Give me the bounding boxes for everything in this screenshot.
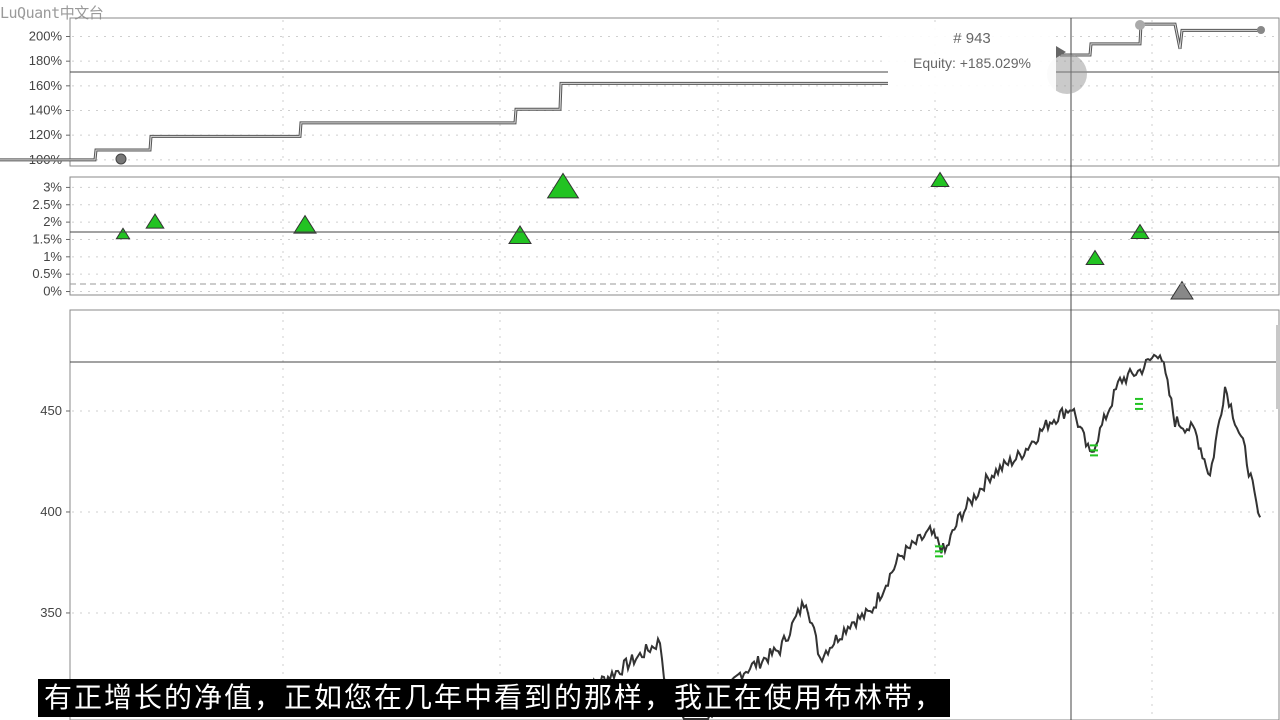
axis-layer: 100%120%140%160%180%200%0%0.5%1%1.5%2%2.… bbox=[29, 29, 70, 620]
trade-marker bbox=[293, 214, 317, 234]
y-tick-label: 2.5% bbox=[32, 197, 62, 212]
y-tick-label: 350 bbox=[40, 605, 62, 620]
equity-peak-marker bbox=[1135, 20, 1145, 30]
y-tick-label: 3% bbox=[43, 179, 62, 194]
equity-tooltip: # 943 Equity: +185.029% bbox=[888, 22, 1056, 94]
y-tick-label: 160% bbox=[29, 78, 63, 93]
y-tick-label: 1% bbox=[43, 249, 62, 264]
trade-marker bbox=[115, 227, 131, 240]
y-tick-label: 180% bbox=[29, 53, 63, 68]
grid-layer bbox=[72, 20, 1278, 718]
trade-marker bbox=[1085, 249, 1105, 266]
trade-panel bbox=[69, 176, 1280, 296]
y-tick-label: 200% bbox=[29, 29, 63, 44]
y-tick-label: 0.5% bbox=[32, 266, 62, 281]
subtitle-caption: 有正增长的净值，正如您在几年中看到的那样，我正在使用布林带， bbox=[38, 679, 951, 717]
y-tick-label: 0% bbox=[43, 284, 62, 299]
trade-marker bbox=[145, 213, 165, 229]
y-tick-label: 140% bbox=[29, 103, 63, 118]
equity-panel bbox=[69, 17, 1280, 167]
trade-marker bbox=[508, 225, 532, 244]
y-tick-label: 120% bbox=[29, 127, 63, 142]
y-tick-label: 400 bbox=[40, 504, 62, 519]
trade-marker bbox=[546, 172, 580, 199]
trade-marker bbox=[930, 171, 950, 187]
scrollbar-handle[interactable] bbox=[1276, 325, 1280, 409]
price-series-line bbox=[579, 353, 1262, 720]
equity-final-marker bbox=[1257, 26, 1265, 34]
hover-highlight bbox=[1047, 54, 1087, 94]
equity-start-marker bbox=[115, 153, 127, 165]
price-panel bbox=[69, 309, 1280, 720]
tooltip-index: # 943 bbox=[953, 30, 991, 47]
tooltip-equity: Equity: +185.029% bbox=[913, 55, 1031, 71]
series-layer bbox=[0, 22, 1262, 720]
trade-marker bbox=[1170, 280, 1194, 300]
y-tick-label: 1.5% bbox=[32, 231, 62, 246]
y-tick-label: 2% bbox=[43, 214, 62, 229]
equity-drawdown-marker bbox=[1056, 46, 1066, 58]
y-tick-label: 450 bbox=[40, 403, 62, 418]
